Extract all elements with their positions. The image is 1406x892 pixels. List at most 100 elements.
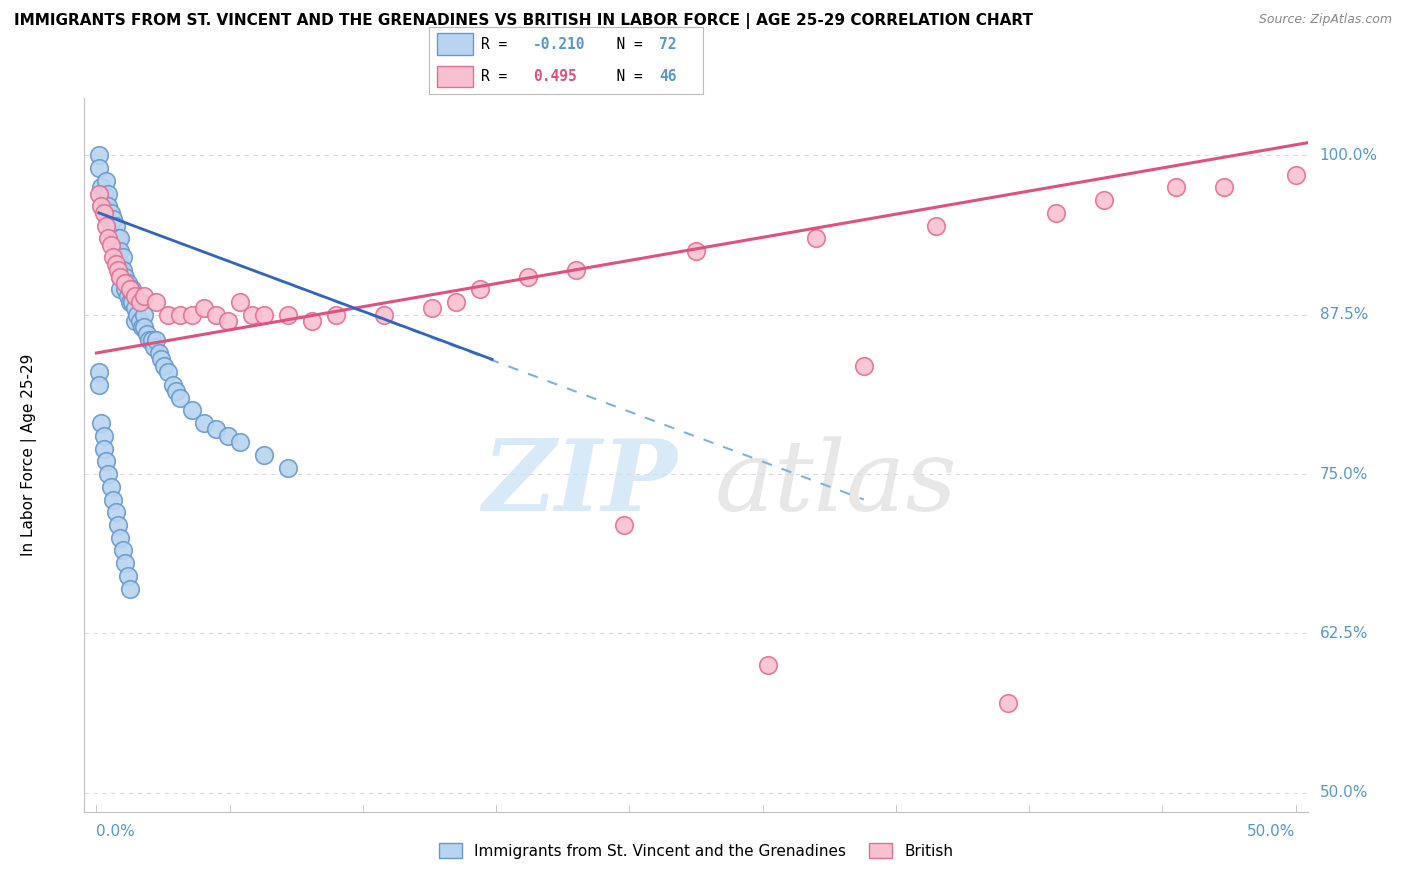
Point [124, 314, 146, 328]
Point [104, 505, 127, 519]
Bar [437, 33, 472, 55]
Point [104, 219, 127, 233]
Point [444, 295, 467, 310]
Point [181, 403, 204, 417]
Point [420, 301, 443, 316]
Bar [437, 66, 472, 87]
Point [107, 231, 129, 245]
Point [93, 206, 115, 220]
Point [111, 543, 134, 558]
Text: IMMIGRANTS FROM ST. VINCENT AND THE GRENADINES VS BRITISH IN LABOR FORCE | AGE 2: IMMIGRANTS FROM ST. VINCENT AND THE GREN… [14, 13, 1033, 29]
Point [118, 295, 141, 310]
Point [97, 467, 120, 481]
Text: 62.5%: 62.5% [1320, 626, 1368, 640]
Point [101, 251, 124, 265]
Point [181, 308, 204, 322]
Text: 0.495: 0.495 [533, 69, 576, 84]
Point [100, 225, 122, 239]
Point [87, 161, 110, 176]
Point [117, 569, 139, 583]
Point [93, 186, 115, 201]
Point [193, 301, 215, 316]
Point [104, 257, 127, 271]
Point [118, 582, 141, 596]
Point [111, 263, 134, 277]
Point [193, 416, 215, 430]
Point [124, 288, 146, 302]
Point [301, 314, 323, 328]
Point [110, 269, 132, 284]
Point [852, 359, 875, 373]
Point [169, 308, 191, 322]
Point [94, 454, 117, 468]
Point [148, 346, 170, 360]
Text: 100.0%: 100.0% [1320, 148, 1378, 163]
Point [117, 276, 139, 290]
Point [229, 435, 252, 450]
Point [100, 480, 122, 494]
Point [997, 697, 1019, 711]
Point [118, 282, 141, 296]
Text: -0.210: -0.210 [533, 37, 585, 52]
Point [325, 308, 347, 322]
Text: In Labor Force | Age 25-29: In Labor Force | Age 25-29 [21, 354, 38, 556]
Point [277, 308, 299, 322]
Point [756, 658, 779, 673]
Point [107, 518, 129, 533]
Text: N =: N = [599, 69, 651, 84]
Point [87, 148, 110, 162]
Point [217, 429, 239, 443]
Point [114, 276, 136, 290]
Point [111, 251, 134, 265]
Point [121, 295, 143, 310]
Point [205, 308, 228, 322]
Point [110, 244, 132, 258]
Point [114, 282, 136, 296]
Point [205, 422, 228, 436]
Point [114, 269, 136, 284]
Point [128, 295, 150, 310]
Point [94, 174, 117, 188]
Point [142, 340, 165, 354]
Text: R =: R = [481, 37, 516, 52]
Point [117, 288, 139, 302]
Point [94, 199, 117, 213]
Point [127, 308, 149, 322]
Point [1284, 168, 1306, 182]
Text: R =: R = [481, 69, 524, 84]
Point [134, 288, 156, 302]
Point [110, 269, 132, 284]
Point [107, 244, 129, 258]
Point [685, 244, 707, 258]
Text: atlas: atlas [714, 436, 957, 531]
Point [229, 295, 252, 310]
Point [101, 212, 124, 227]
Point [162, 377, 184, 392]
Point [145, 333, 167, 347]
Point [90, 199, 112, 213]
Text: N =: N = [599, 37, 651, 52]
Point [134, 320, 156, 334]
Point [1212, 180, 1234, 194]
Point [157, 365, 180, 379]
Point [128, 314, 150, 328]
Point [94, 219, 117, 233]
Text: 46: 46 [659, 69, 676, 84]
Point [110, 531, 132, 545]
Point [101, 492, 124, 507]
Text: ZIP: ZIP [482, 435, 678, 532]
Point [97, 212, 120, 227]
Point [240, 308, 263, 322]
Point [925, 219, 948, 233]
Point [97, 199, 120, 213]
Point [150, 352, 173, 367]
Point [217, 314, 239, 328]
Point [169, 391, 191, 405]
Point [277, 460, 299, 475]
Point [1164, 180, 1187, 194]
Point [97, 231, 120, 245]
Point [145, 295, 167, 310]
Point [110, 231, 132, 245]
Point [165, 384, 187, 399]
Point [110, 282, 132, 296]
